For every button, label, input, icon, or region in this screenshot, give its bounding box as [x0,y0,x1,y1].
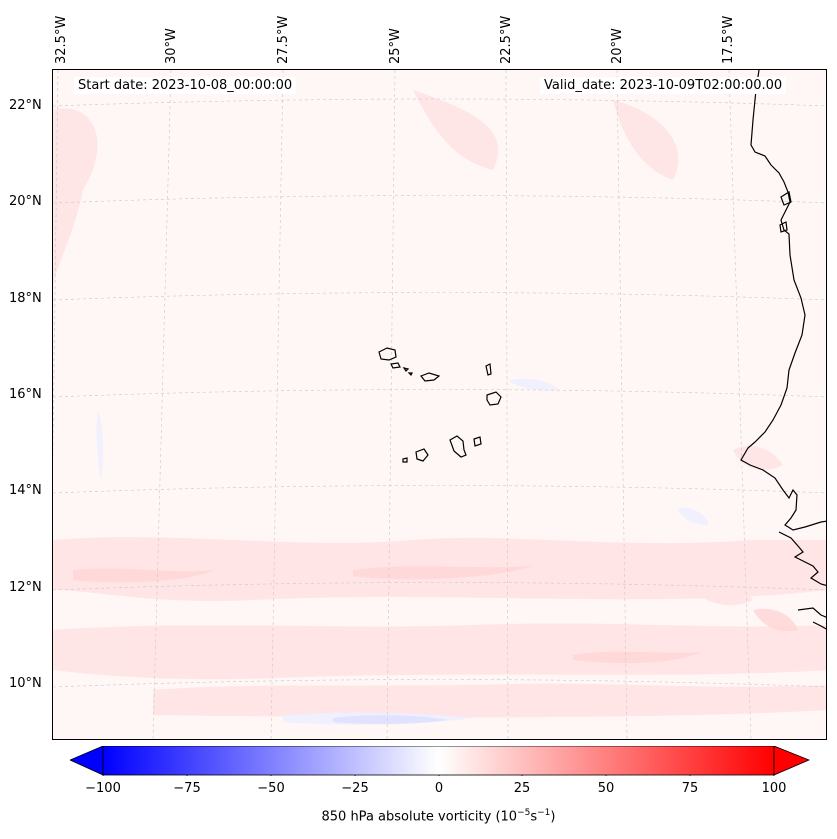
cape-verde-islands [378,347,502,463]
valid-date-label: Valid_date: 2023-10-09T02:00:00.00 [540,77,787,94]
lat-label-18n: 18°N [9,291,42,306]
negative-vorticity-core [333,715,448,725]
colorbar-label-exp2: −1 [537,808,551,818]
stronger-positive-patches [73,566,798,664]
colorbar-label-text: 850 hPa absolute vorticity (10 [321,809,518,825]
colorbar-tick-label: −50 [257,781,285,796]
start-date-label: Start date: 2023-10-08_00:00:00 [74,77,297,94]
colorbar-label-exp1: −5 [517,808,531,818]
colorbar-tick-label: 100 [761,781,787,796]
colorbar-ticks [102,775,775,776]
colorbar-gradient [102,746,775,776]
colorbar [70,746,810,776]
colorbar-label-unit: s [530,809,538,825]
positive-vorticity-patches [53,90,826,718]
colorbar-tick-label: 0 [434,781,444,796]
vorticity-field [53,70,826,739]
lon-label-20w: 20°W [610,28,625,64]
colorbar-label: 850 hPa absolute vorticity (10−5s−1) [0,808,837,824]
lon-label-17-5w: 17.5°W [721,15,736,64]
colorbar-tick-label: −100 [85,781,121,796]
lat-label-22n: 22°N [9,98,42,113]
colorbar-tick-label: 75 [681,781,699,796]
colorbar-tick-label: −75 [173,781,201,796]
lat-label-16n: 16°N [9,387,42,402]
lon-label-30w: 30°W [164,28,179,64]
lon-label-32-5w: 32.5°W [54,15,69,64]
lat-label-14n: 14°N [9,483,42,498]
graticule [53,70,826,739]
colorbar-label-end: ) [550,809,556,825]
lat-label-10n: 10°N [9,676,42,691]
colorbar-low-extend [70,746,104,776]
lat-label-12n: 12°N [9,580,42,595]
lon-label-25w: 25°W [388,28,403,64]
colorbar-tick-label: 25 [513,781,531,796]
lon-label-22-5w: 22.5°W [499,15,514,64]
colorbar-tick-label: −25 [341,781,369,796]
lon-label-27-5w: 27.5°W [276,15,291,64]
lat-label-20n: 20°N [9,194,42,209]
map-panel[interactable] [52,69,827,740]
africa-coastline [740,70,826,630]
colorbar-high-extend [773,746,810,776]
colorbar-tick-label: 50 [597,781,615,796]
